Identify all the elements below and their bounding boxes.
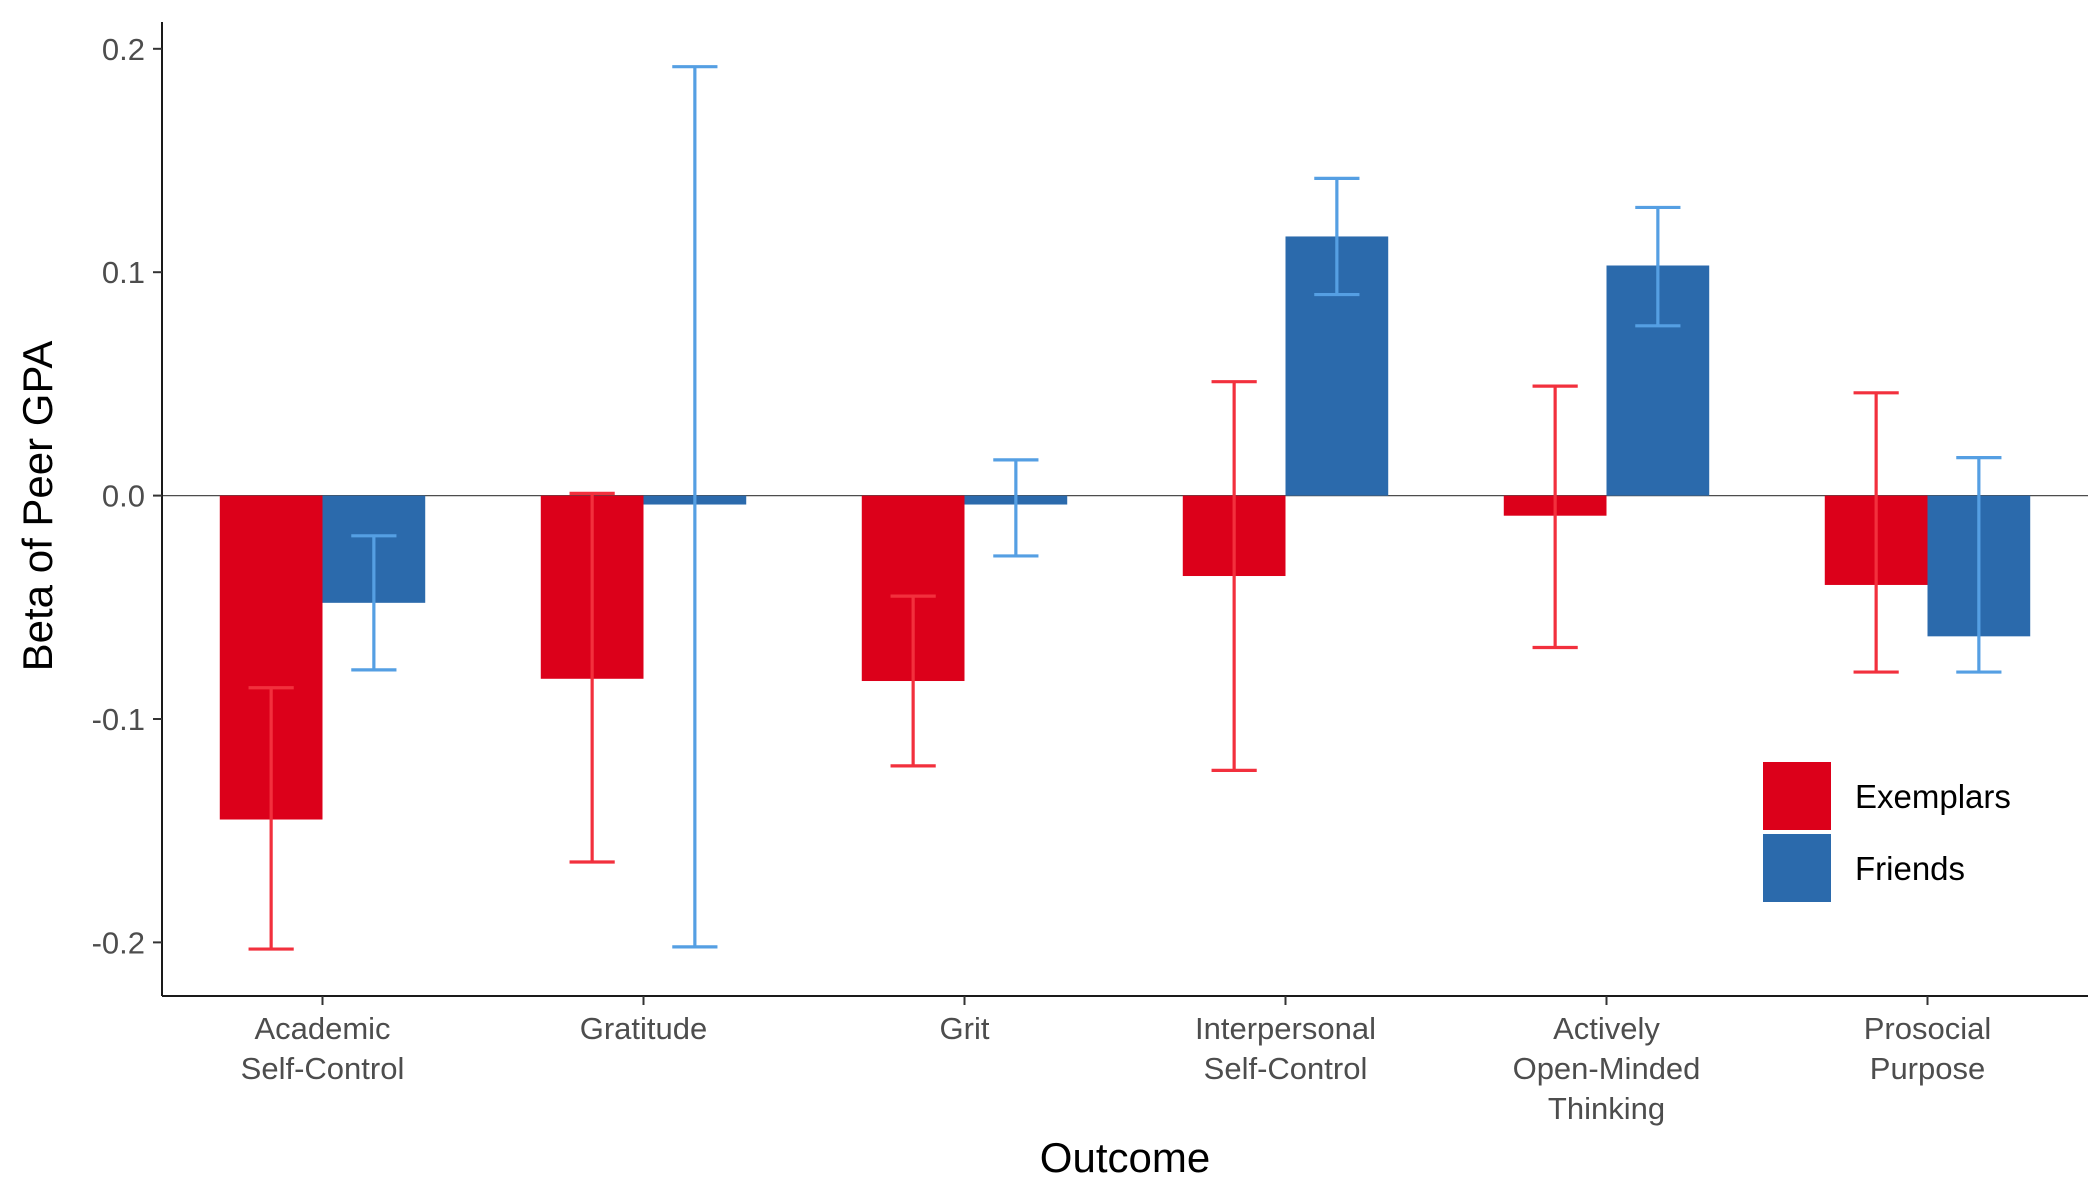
- legend-label-exemplars: Exemplars: [1855, 778, 2011, 815]
- x-tick-label-line: Open-Minded: [1513, 1051, 1701, 1086]
- x-tick-label-line: Thinking: [1548, 1091, 1665, 1126]
- error-bar-exemplars-2: [890, 594, 936, 768]
- legend-label-friends: Friends: [1855, 850, 1965, 887]
- error-bar-friends-2: [993, 458, 1039, 558]
- legend-key-friends: [1763, 834, 1831, 902]
- x-tick-label: Academic Self-Control: [241, 1011, 405, 1086]
- x-tick-label: Interpersonal Self-Control: [1195, 1011, 1376, 1086]
- legend: Exemplars Friends: [1763, 762, 2011, 902]
- x-ticks: Academic Self-Control Gratitude Grit Interpe…: [241, 996, 1992, 1126]
- x-tick-label-line: Academic: [254, 1011, 390, 1046]
- x-tick-label-line: Gratitude: [580, 1011, 708, 1046]
- y-ticks: -0.2 -0.1 0.0 0.1 0.2: [92, 32, 162, 960]
- x-tick-label-line: Self-Control: [1204, 1051, 1368, 1086]
- error-bar-friends-0: [351, 534, 397, 672]
- x-tick-label: Gratitude: [580, 1011, 708, 1046]
- y-tick-label: 0.0: [102, 479, 145, 514]
- x-tick-label-line: Purpose: [1870, 1051, 1985, 1086]
- x-axis: Academic Self-Control Gratitude Grit Interpe…: [162, 995, 2088, 1126]
- y-tick-label: 0.1: [102, 255, 145, 290]
- error-bar-friends-5: [1956, 456, 2002, 674]
- error-bar-friends-1: [672, 65, 718, 949]
- error-bar-friends-4: [1635, 205, 1681, 328]
- y-tick-label: 0.2: [102, 32, 145, 67]
- x-tick-label-line: Self-Control: [241, 1051, 405, 1086]
- plot-area: [162, 65, 2088, 951]
- x-tick-label-line: Grit: [940, 1011, 990, 1046]
- legend-key-exemplars: [1763, 762, 1831, 830]
- x-tick-label: Prosocial Purpose: [1864, 1011, 1992, 1086]
- error-bar-exemplars-1: [569, 491, 615, 864]
- x-tick-label-line: Interpersonal: [1195, 1011, 1376, 1046]
- error-bar-exemplars-5: [1853, 391, 1899, 674]
- error-bar-friends-3: [1314, 176, 1360, 297]
- y-axis-title: Beta of Peer GPA: [14, 341, 61, 672]
- x-tick-label: Grit: [940, 1011, 990, 1046]
- error-bar-exemplars-4: [1532, 384, 1578, 650]
- x-tick-label: Actively Open-Minded Thinking: [1513, 1011, 1701, 1126]
- bars-group: [219, 236, 2031, 820]
- error-bar-exemplars-0: [248, 686, 294, 951]
- x-tick-label-line: Actively: [1553, 1011, 1660, 1046]
- x-axis-title: Outcome: [1040, 1134, 1210, 1181]
- y-tick-label: -0.1: [92, 702, 145, 737]
- y-tick-label: -0.2: [92, 925, 145, 960]
- error-bar-exemplars-3: [1211, 380, 1257, 772]
- error-bars-group: [248, 65, 2002, 951]
- y-axis: -0.2 -0.1 0.0 0.1 0.2: [92, 22, 163, 996]
- x-tick-label-line: Prosocial: [1864, 1011, 1992, 1046]
